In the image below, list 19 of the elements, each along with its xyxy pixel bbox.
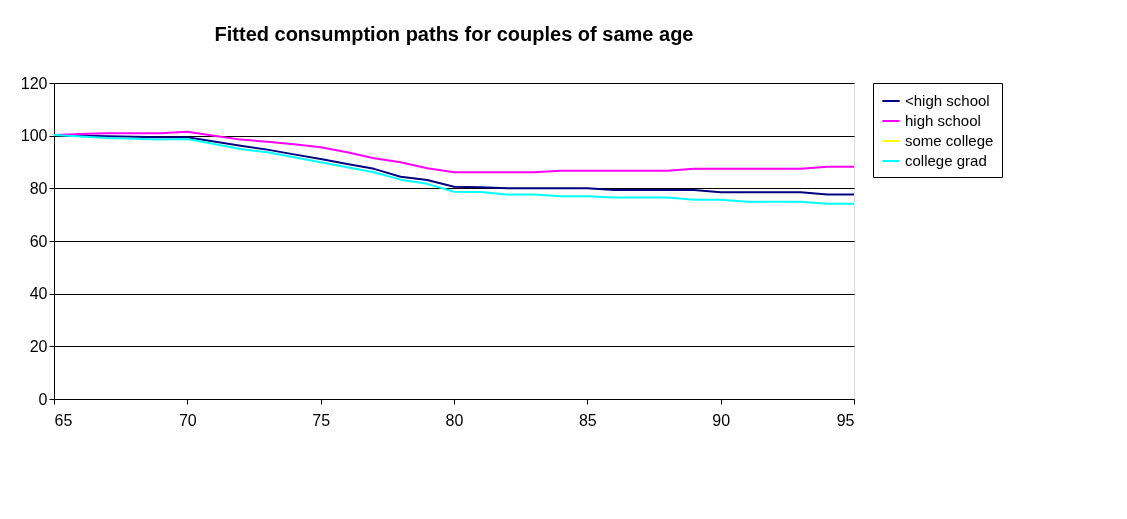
y-tick-label: 100 <box>20 127 48 145</box>
x-tick-label: 85 <box>578 411 597 429</box>
x-tick-label: 90 <box>712 411 731 429</box>
legend-label: some college <box>905 132 994 149</box>
legend-label: high school <box>905 112 981 129</box>
y-tick-label: 20 <box>29 337 48 355</box>
y-tick-label: 120 <box>20 74 48 92</box>
chart-title: Fitted consumption paths for couples of same age <box>214 23 694 45</box>
x-tick-label: 80 <box>445 411 464 429</box>
y-tick-label: 40 <box>29 285 48 303</box>
x-tick-label: 75 <box>312 411 331 429</box>
legend-label: <high school <box>905 92 990 109</box>
legend-label: college grad <box>905 152 987 169</box>
y-tick-label: 60 <box>29 232 48 250</box>
y-tick-label: 80 <box>29 179 48 197</box>
y-tick-label: 0 <box>38 390 48 408</box>
x-tick-label: 65 <box>54 411 73 429</box>
x-tick-label: 95 <box>836 411 855 429</box>
x-tick-label: 70 <box>178 411 197 429</box>
